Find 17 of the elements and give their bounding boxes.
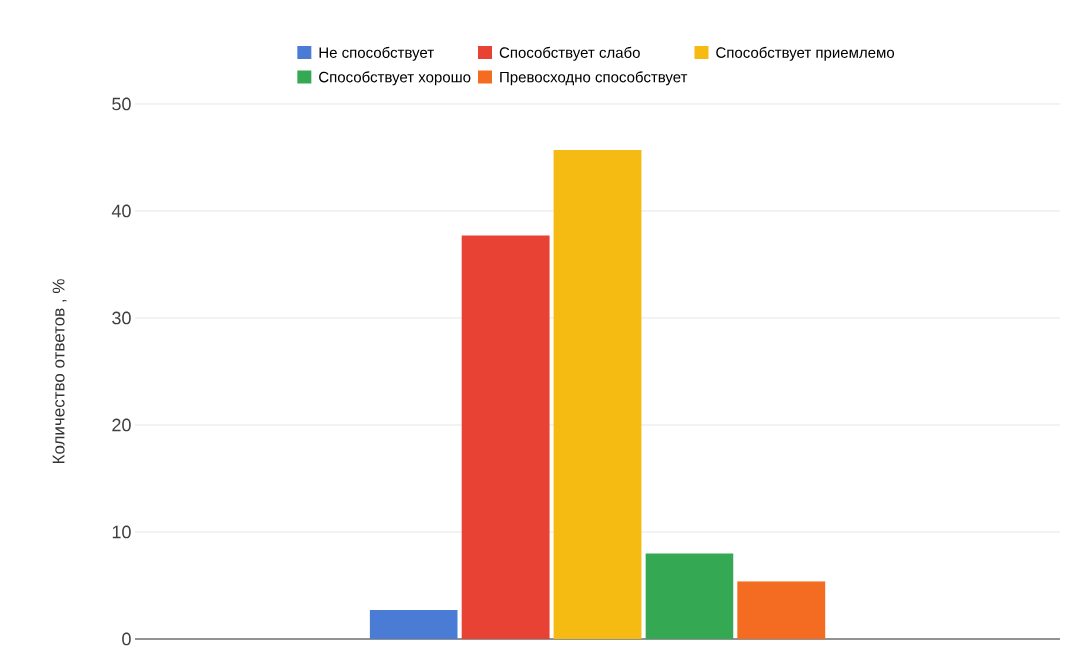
bar (737, 581, 826, 639)
y-tick-label: 50 (112, 97, 131, 111)
legend-label: Способствует хорошо (319, 71, 471, 86)
legend-label: Превосходно способствует (500, 71, 688, 86)
y-tick-label: 30 (112, 311, 131, 325)
bar (553, 150, 642, 639)
bar (369, 610, 458, 639)
y-tick-label: 10 (112, 525, 131, 539)
legend-label: Способствует приемлемо (716, 46, 895, 61)
bar (645, 553, 734, 639)
y-tick-label: 20 (112, 418, 131, 432)
y-axis-title: Количество ответов , % (52, 279, 67, 464)
bar (461, 235, 550, 639)
y-tick-label: 40 (111, 204, 131, 218)
y-tick-label: 0 (122, 632, 131, 646)
legend-label: Не способствует (319, 46, 434, 61)
legend-label: Способствует слабо (499, 46, 640, 61)
